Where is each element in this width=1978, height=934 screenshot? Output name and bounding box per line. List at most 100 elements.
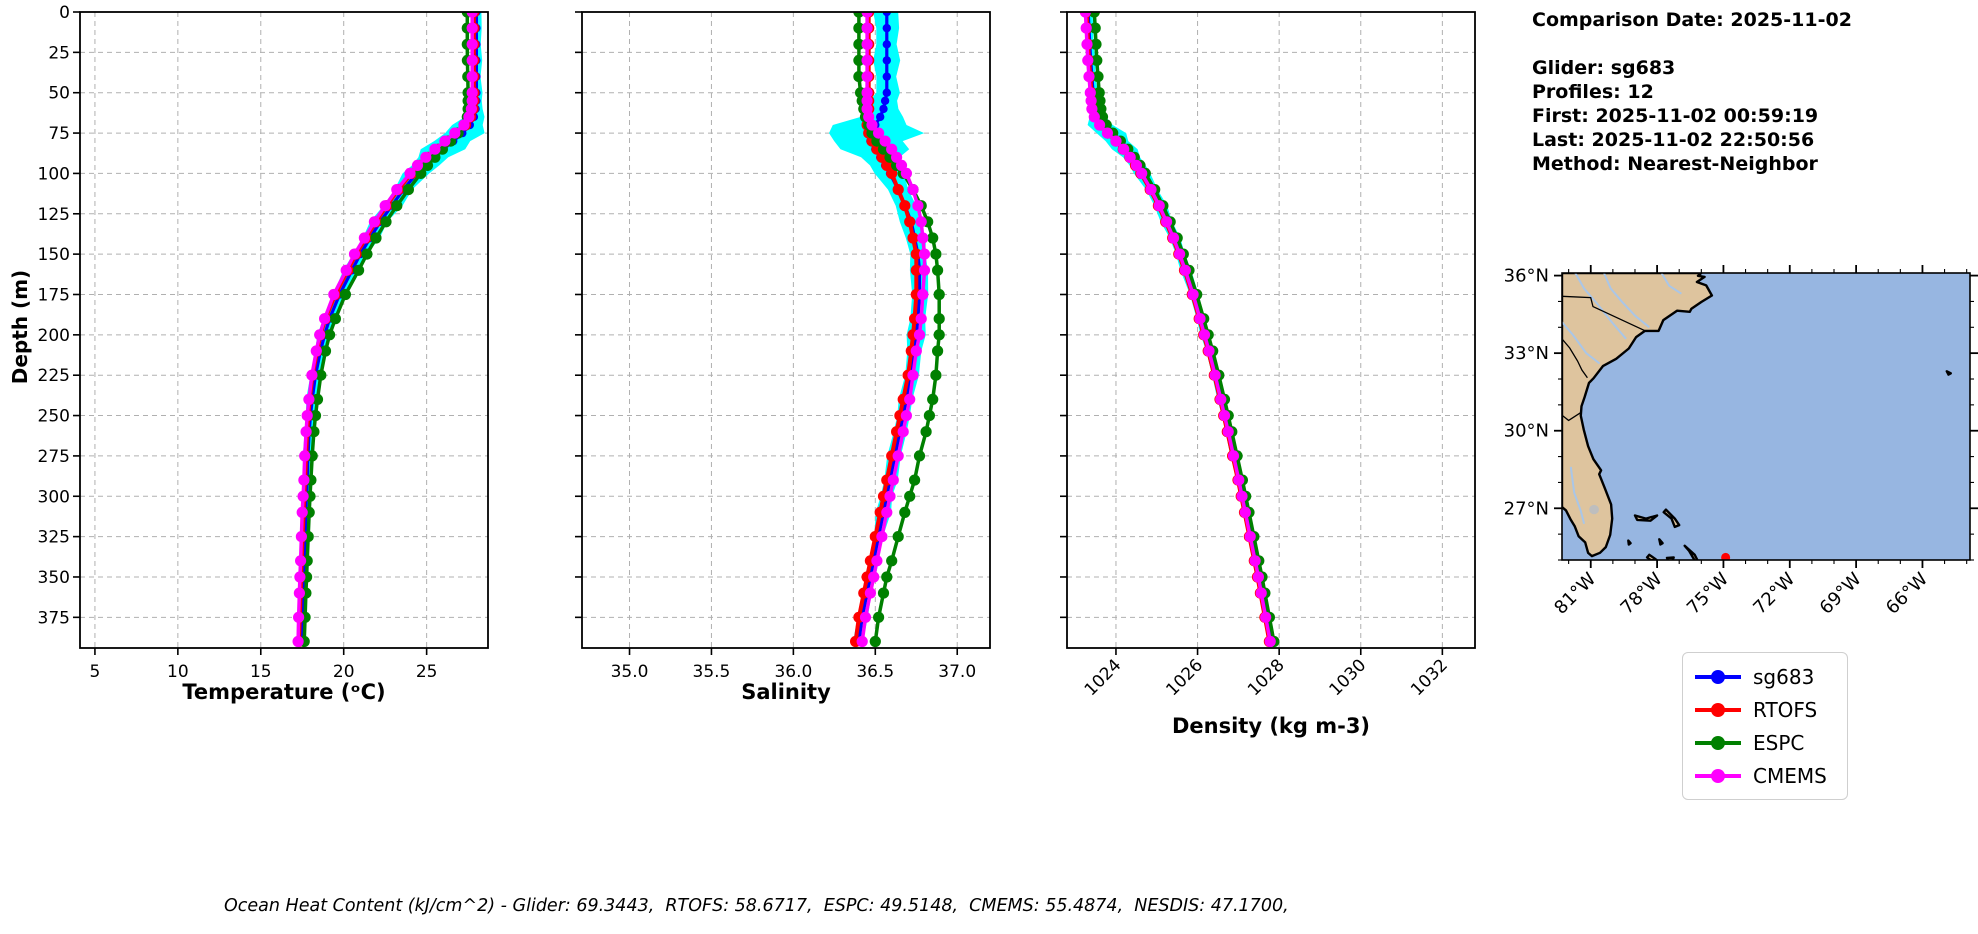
svg-text:350: 350 bbox=[38, 568, 70, 588]
profile-panel-0: 5 10 15 20 250255075100125150175200225250275… bbox=[38, 3, 489, 682]
comparison-date-line: Comparison Date: 2025-11-02 bbox=[1532, 9, 1852, 31]
svg-text:1026: 1026 bbox=[1162, 655, 1207, 700]
legend-dot-icon bbox=[1711, 702, 1725, 717]
svg-text:25: 25 bbox=[48, 43, 70, 63]
svg-text:72°W: 72°W bbox=[1749, 569, 1799, 619]
legend-label: ESPC bbox=[1753, 730, 1805, 755]
method-line: Method: Nearest-Neighbor bbox=[1532, 153, 1818, 175]
river bbox=[1603, 273, 1650, 329]
salinity-axis-label: Salinity bbox=[741, 680, 831, 704]
lake-okeechobee bbox=[1589, 504, 1599, 515]
svg-text:33°N: 33°N bbox=[1504, 343, 1549, 364]
river bbox=[1660, 273, 1682, 295]
first-profile-line: First: 2025-11-02 00:59:19 bbox=[1532, 105, 1819, 127]
svg-text:150: 150 bbox=[38, 245, 70, 265]
density-axis-label: Density (kg m-3) bbox=[1171, 714, 1371, 738]
svg-text:66°W: 66°W bbox=[1882, 569, 1932, 619]
legend-item-sg683: sg683 bbox=[1683, 660, 1847, 693]
svg-text:225: 225 bbox=[38, 366, 70, 386]
state-border bbox=[1562, 412, 1582, 422]
svg-text:1024: 1024 bbox=[1081, 655, 1126, 700]
map-panel: 36°N 33°N 30°N 27°N 81°W 78°W 75°W 72°W 69°W 66°W bbox=[1504, 265, 1978, 619]
scatter-envelope bbox=[1083, 12, 1274, 642]
island bbox=[1658, 538, 1664, 546]
svg-text:300: 300 bbox=[38, 487, 70, 507]
svg-text:75°W: 75°W bbox=[1683, 569, 1733, 619]
svg-text:1030: 1030 bbox=[1326, 655, 1371, 700]
legend-line-marker bbox=[1695, 735, 1741, 750]
svg-text:375: 375 bbox=[38, 608, 70, 628]
svg-text:1028: 1028 bbox=[1244, 655, 1289, 700]
svg-text:100: 100 bbox=[38, 164, 70, 184]
legend-item-espc: ESPC bbox=[1683, 726, 1847, 759]
svg-text:15: 15 bbox=[250, 662, 272, 682]
svg-text:10: 10 bbox=[167, 662, 189, 682]
legend-line-marker bbox=[1695, 702, 1741, 717]
legend: sg683 RTOFS ESPC CMEMS bbox=[1682, 652, 1848, 800]
svg-text:36°N: 36°N bbox=[1504, 266, 1549, 287]
svg-text:1032: 1032 bbox=[1407, 655, 1452, 700]
svg-text:36.5: 36.5 bbox=[856, 662, 894, 682]
profile-panel-1: 35.0 35.5 36.0 36.5 37.0 bbox=[575, 11, 991, 682]
legend-dot-icon bbox=[1711, 735, 1725, 750]
profile-panel-2: 1024 1026 1028 1030 1032 bbox=[1060, 11, 1476, 700]
river bbox=[1569, 466, 1586, 525]
legend-item-cmems: CMEMS bbox=[1683, 759, 1847, 792]
legend-label: RTOFS bbox=[1753, 697, 1818, 722]
svg-text:250: 250 bbox=[38, 407, 70, 427]
svg-text:81°W: 81°W bbox=[1550, 569, 1600, 619]
river bbox=[1562, 321, 1601, 365]
glider-line: Glider: sg683 bbox=[1532, 57, 1676, 79]
island bbox=[1627, 539, 1632, 546]
profiles-line: Profiles: 12 bbox=[1532, 81, 1654, 103]
svg-text:125: 125 bbox=[38, 205, 70, 225]
temperature-axis-label: Temperature (ᵒC) bbox=[182, 680, 386, 704]
state-border bbox=[1562, 295, 1646, 332]
svg-text:0: 0 bbox=[59, 3, 70, 23]
last-profile-line: Last: 2025-11-02 22:50:56 bbox=[1532, 129, 1815, 151]
svg-text:200: 200 bbox=[38, 326, 70, 346]
island bbox=[1633, 514, 1659, 522]
legend-label: CMEMS bbox=[1753, 763, 1827, 788]
depth-axis-label: Depth (m) bbox=[8, 269, 32, 385]
svg-text:50: 50 bbox=[48, 84, 70, 104]
svg-text:35.0: 35.0 bbox=[611, 662, 649, 682]
svg-text:25: 25 bbox=[416, 662, 438, 682]
svg-text:175: 175 bbox=[38, 285, 70, 305]
blank-line bbox=[1532, 32, 1852, 56]
state-border bbox=[1562, 338, 1588, 379]
legend-line-marker bbox=[1695, 768, 1741, 783]
svg-text:78°W: 78°W bbox=[1617, 569, 1667, 619]
svg-text:36.0: 36.0 bbox=[774, 662, 812, 682]
ocean-heat-content-note: Ocean Heat Content (kJ/cm^2) - Glider: 6… bbox=[224, 896, 1289, 916]
island bbox=[1945, 370, 1952, 376]
river bbox=[1574, 273, 1627, 340]
svg-text:30°N: 30°N bbox=[1504, 421, 1549, 442]
svg-text:75: 75 bbox=[48, 124, 70, 144]
legend-item-rtofs: RTOFS bbox=[1683, 693, 1847, 726]
svg-text:69°W: 69°W bbox=[1816, 569, 1866, 619]
legend-dot-icon bbox=[1711, 669, 1725, 684]
legend-dot-icon bbox=[1711, 768, 1725, 783]
svg-text:20: 20 bbox=[333, 662, 355, 682]
svg-text:275: 275 bbox=[38, 447, 70, 467]
svg-text:37.0: 37.0 bbox=[938, 662, 976, 682]
series-line-ESPC bbox=[1092, 12, 1276, 642]
svg-text:5: 5 bbox=[90, 662, 101, 682]
series-line-CMEMS bbox=[1083, 12, 1272, 642]
coastline-land bbox=[1562, 273, 1714, 558]
series-line-sg683 bbox=[300, 12, 478, 642]
island bbox=[1683, 544, 1699, 560]
series-line-RTOFS bbox=[1084, 12, 1272, 642]
island bbox=[1662, 508, 1681, 529]
legend-line-marker bbox=[1695, 669, 1741, 684]
island bbox=[1645, 553, 1659, 560]
svg-text:27°N: 27°N bbox=[1504, 498, 1549, 519]
glider-position-marker bbox=[1721, 552, 1731, 560]
legend-label: sg683 bbox=[1753, 664, 1815, 689]
comparison-info-block: Comparison Date: 2025-11-02 Glider: sg68… bbox=[1532, 8, 1852, 176]
svg-text:325: 325 bbox=[38, 528, 70, 548]
svg-text:35.5: 35.5 bbox=[693, 662, 731, 682]
